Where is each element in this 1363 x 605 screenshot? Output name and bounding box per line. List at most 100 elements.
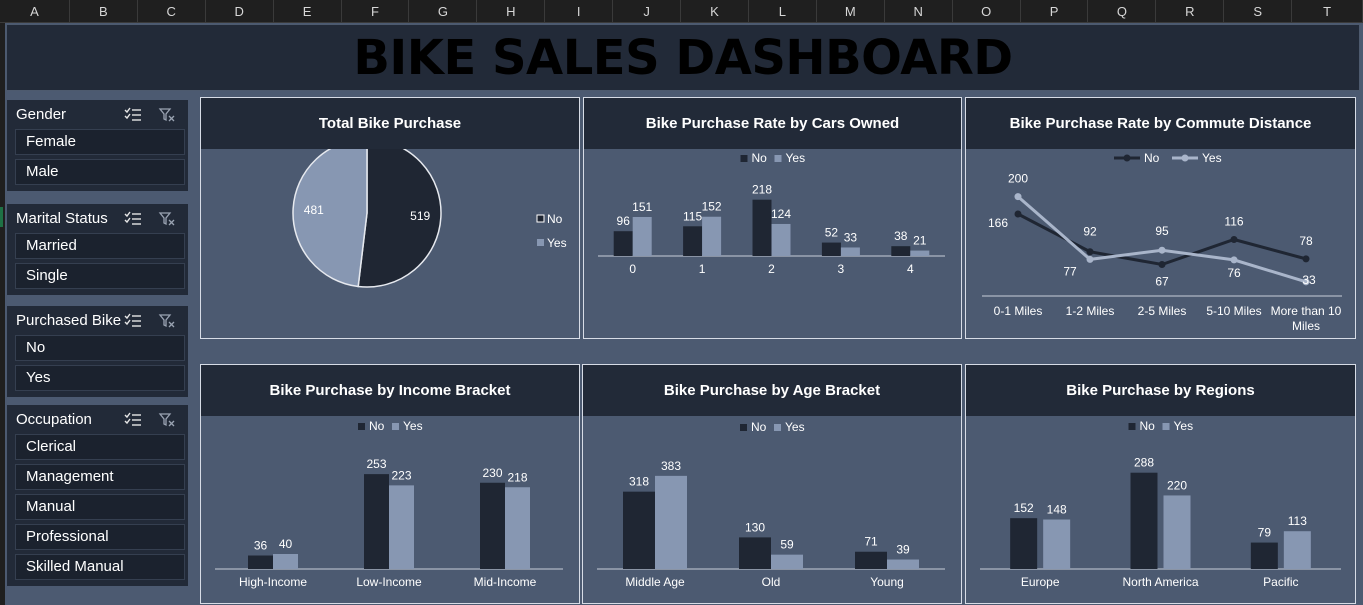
multi-select-icon[interactable] — [124, 313, 142, 329]
column-header-i[interactable]: I — [545, 0, 614, 22]
legend-label-no: No — [751, 420, 767, 434]
chart-plot-area: 519 481 No Yes — [292, 149, 567, 288]
marker-no — [1086, 248, 1094, 256]
slicer-item-yes[interactable]: Yes — [15, 365, 185, 391]
chart-income-bracket[interactable]: Bike Purchase by Income Bracket No Yes 36 4… — [200, 364, 580, 604]
column-header-e[interactable]: E — [274, 0, 342, 22]
data-label: 95 — [1155, 224, 1169, 238]
data-label: 152 — [702, 200, 722, 214]
marker-no — [1014, 210, 1022, 218]
slicer-item-management[interactable]: Management — [15, 464, 185, 490]
slicer-item-no[interactable]: No — [15, 335, 185, 361]
x-tick-label: 5-10 Miles — [1206, 304, 1261, 318]
chart-total-bike-purchase[interactable]: Total Bike Purchase 519 481 No Yes — [200, 97, 580, 339]
bar-no — [683, 226, 703, 256]
slicer-header: Gender — [7, 100, 188, 129]
slicer-item-skilled-manual[interactable]: Skilled Manual — [15, 554, 185, 580]
column-header-a[interactable]: A — [0, 0, 70, 22]
bar-yes — [1283, 531, 1311, 569]
slicer-item-manual[interactable]: Manual — [15, 494, 185, 520]
data-label: 76 — [1227, 266, 1241, 280]
chart-plot-area: No Yes 318 383 Middle Age 130 59 Old 71 39 Young — [597, 420, 945, 589]
multi-select-icon[interactable] — [124, 107, 142, 123]
chart-title: Total Bike Purchase — [201, 98, 579, 149]
chart-regions[interactable]: Bike Purchase by Regions No Yes 152 148 Euro… — [965, 364, 1356, 604]
column-header-q[interactable]: Q — [1088, 0, 1157, 22]
bar-yes — [887, 559, 919, 569]
data-label: 33 — [1302, 273, 1316, 287]
marker-no — [1158, 260, 1166, 268]
slicer-item-clerical[interactable]: Clerical — [15, 434, 185, 460]
column-header-j[interactable]: J — [613, 0, 682, 22]
column-header-s[interactable]: S — [1224, 0, 1293, 22]
x-tick-label: Old — [762, 575, 781, 589]
data-label: 113 — [1288, 514, 1307, 528]
data-label: 220 — [1167, 478, 1187, 492]
data-label: 152 — [1014, 501, 1034, 515]
slicer-gender: Gender Female Male — [7, 100, 188, 191]
slicer-item-male[interactable]: Male — [15, 159, 185, 185]
slicer-item-professional[interactable]: Professional — [15, 524, 185, 550]
column-header-c[interactable]: C — [138, 0, 206, 22]
legend-label-yes: Yes — [785, 420, 805, 434]
x-tick-label: More than 10 — [1271, 304, 1342, 318]
column-header-o[interactable]: O — [953, 0, 1021, 22]
data-label: 77 — [1063, 264, 1077, 278]
legend-label-no: No — [1144, 151, 1160, 165]
column-header-l[interactable]: L — [749, 0, 817, 22]
selected-row-marker — [0, 207, 3, 227]
multi-select-icon[interactable] — [124, 211, 142, 227]
slicer-header: Marital Status — [7, 204, 188, 233]
column-header-k[interactable]: K — [681, 0, 749, 22]
bar-no — [1010, 518, 1038, 569]
x-tick-label: 2 — [768, 262, 775, 276]
column-header-r[interactable]: R — [1156, 0, 1225, 22]
x-tick-label: Young — [870, 575, 904, 589]
x-tick-label: 1-2 Miles — [1066, 304, 1115, 318]
data-label: 288 — [1134, 456, 1154, 470]
legend-swatch-no — [536, 214, 545, 223]
x-tick-label: Miles — [1292, 319, 1320, 333]
clear-filter-icon[interactable] — [158, 107, 176, 123]
slicer-item-single[interactable]: Single — [15, 263, 185, 289]
multi-select-icon[interactable] — [124, 412, 142, 428]
column-header-f[interactable]: F — [342, 0, 410, 22]
clear-filter-icon[interactable] — [158, 211, 176, 227]
data-label: 92 — [1083, 225, 1097, 239]
chart-plot-area: No Yes 36 40 High-Income 253 223 Low-Income 230 2… — [215, 419, 563, 589]
legend-swatch-yes — [774, 155, 782, 162]
clear-filter-icon[interactable] — [158, 412, 176, 428]
data-label: 116 — [1224, 215, 1243, 229]
row-header-strip — [0, 23, 5, 605]
column-header-t[interactable]: T — [1292, 0, 1363, 22]
chart-commute-distance[interactable]: Bike Purchase Rate by Commute Distance N… — [965, 97, 1356, 339]
column-header-m[interactable]: M — [817, 0, 885, 22]
chart-age-bracket[interactable]: Bike Purchase by Age Bracket No Yes 318 383… — [582, 364, 962, 604]
legend-label-no: No — [752, 151, 768, 165]
column-header-n[interactable]: N — [885, 0, 953, 22]
legend-marker-yes — [1181, 154, 1189, 162]
column-header-b[interactable]: B — [70, 0, 138, 22]
data-label: 519 — [410, 209, 430, 223]
column-header-h[interactable]: H — [477, 0, 546, 22]
data-label: 33 — [844, 230, 858, 244]
data-label: 36 — [254, 539, 268, 553]
clear-filter-icon[interactable] — [158, 313, 176, 329]
legend-swatch-no — [740, 155, 748, 162]
slicer-item-female[interactable]: Female — [15, 129, 185, 155]
legend-label-no: No — [369, 419, 385, 433]
data-label: 223 — [391, 468, 411, 482]
chart-cars-owned[interactable]: Bike Purchase Rate by Cars Owned No Yes 96… — [583, 97, 962, 339]
column-header-g[interactable]: G — [409, 0, 478, 22]
legend-swatch-yes — [537, 239, 544, 246]
legend-label-yes: Yes — [403, 419, 423, 433]
x-tick-label: Pacific — [1263, 575, 1298, 589]
bar-no — [364, 474, 389, 569]
x-tick-label: High-Income — [239, 575, 307, 589]
column-header-d[interactable]: D — [206, 0, 274, 22]
bar-no — [248, 555, 273, 569]
legend-label-no: No — [1140, 419, 1156, 433]
column-header-p[interactable]: P — [1021, 0, 1089, 22]
slicer-item-married[interactable]: Married — [15, 233, 185, 259]
x-tick-label: North America — [1122, 575, 1198, 589]
